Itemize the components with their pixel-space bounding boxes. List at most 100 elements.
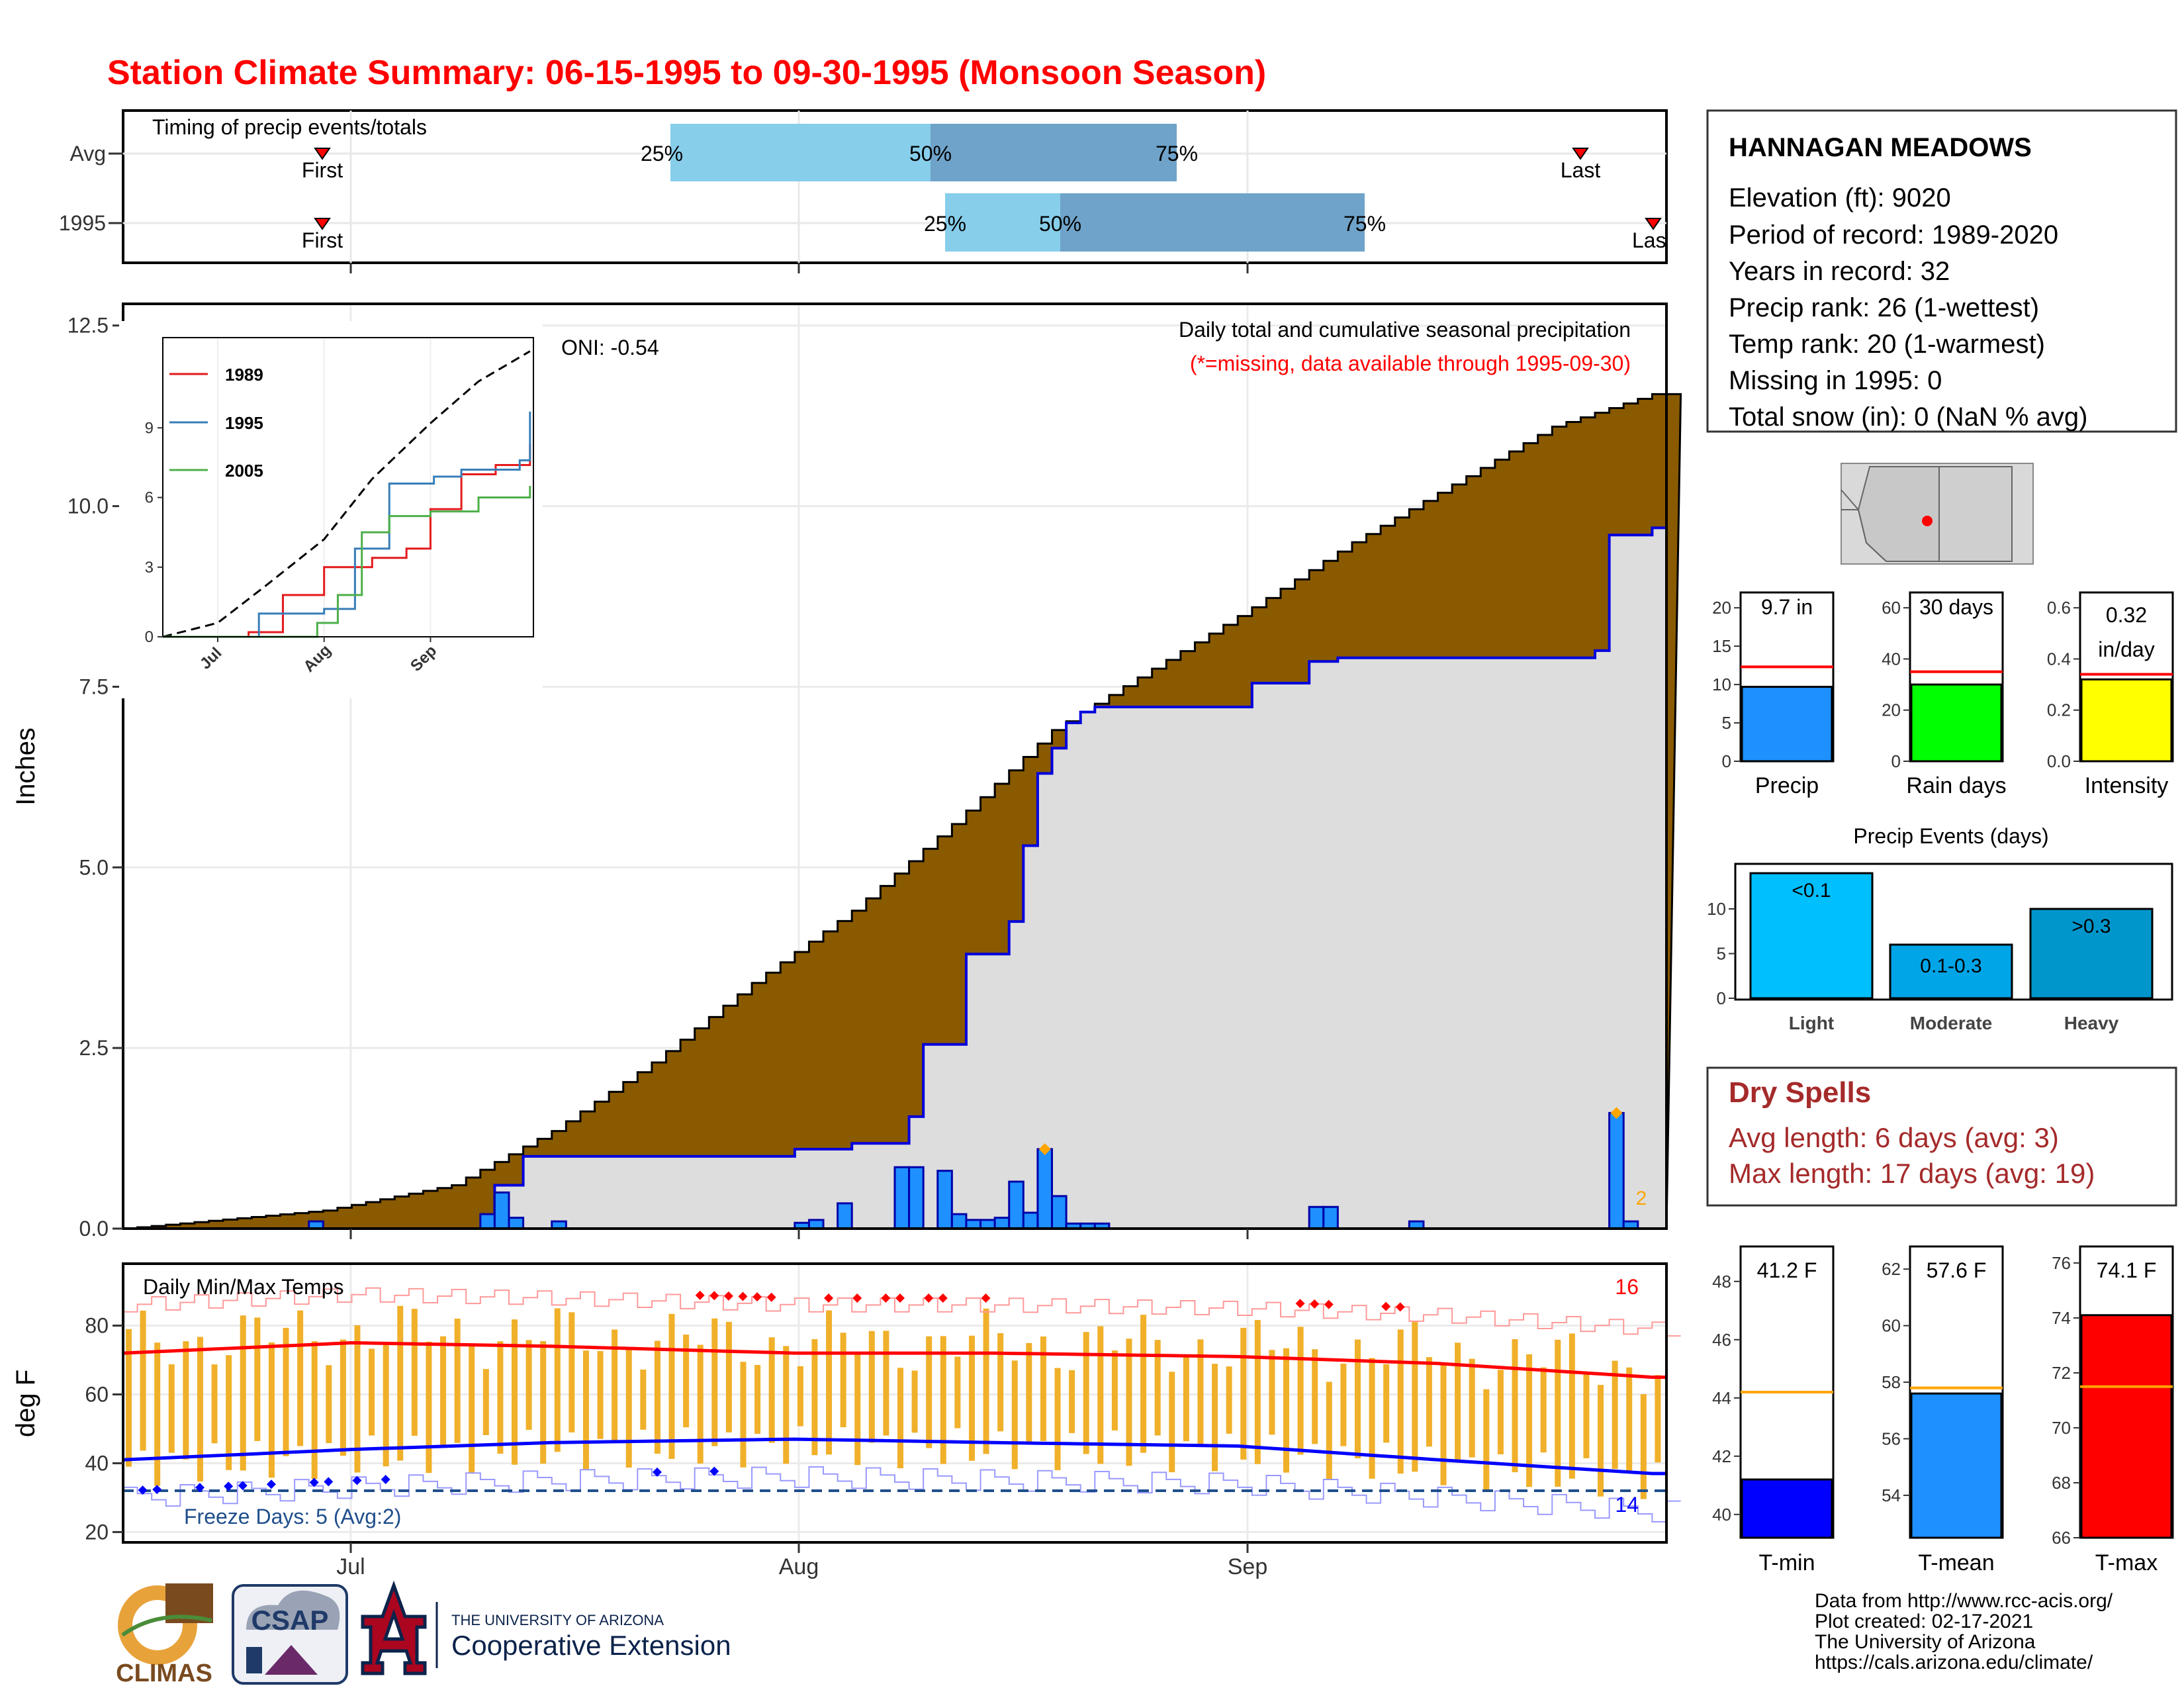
timing-1995-75-label: 75% (1343, 212, 1386, 236)
daily-precip-bar (1051, 1195, 1068, 1230)
daily-temp-bar (1497, 1370, 1504, 1454)
daily-temp-bar (725, 1321, 732, 1432)
station-temp-rank: Temp rank: 20 (1-warmest) (1729, 330, 2045, 359)
daily-temp-bar (254, 1317, 261, 1441)
credit-website: https://cals.arizona.edu/climate/ (1815, 1652, 2093, 1673)
credit-university: The University of Arizona (1815, 1631, 2036, 1653)
record-low-marker (324, 1477, 334, 1487)
season-chart-value-unit: in/day (2098, 637, 2154, 661)
season-chart-tick-label: 20 (1882, 700, 1901, 720)
daily-temp-bar (154, 1342, 161, 1486)
timing-1995-first-label: First (302, 228, 343, 252)
temp-summary-bar (1741, 1478, 1833, 1539)
daily-temp-bar (211, 1364, 218, 1444)
events-category-label: Light (1789, 1013, 1834, 1033)
temp-summary-tick-label: 76 (2052, 1253, 2071, 1273)
university-of-arizona-logo: THE UNIVERSITY OF ARIZONA Cooperative Ex… (361, 1580, 731, 1675)
temp-summary-t-mean: 54 56 58 60 62 57.6 F T-mean (1882, 1245, 2004, 1575)
inset-series-1989 (163, 444, 531, 638)
daily-temp-bar (1483, 1389, 1490, 1490)
season-chart-tick-label: 40 (1882, 649, 1901, 669)
events-tick-label: 10 (1707, 899, 1726, 919)
season-chart-bar (1741, 686, 1833, 763)
credits: Data from http://www.rcc-acis.org/ Plot … (1815, 1590, 2113, 1673)
timing-1995-first-marker (314, 218, 331, 230)
daily-temp-bar (1226, 1366, 1232, 1434)
daily-temp-bar (926, 1336, 933, 1448)
season-chart-tick-label: 10 (1712, 675, 1731, 694)
temp-plot (122, 1287, 1681, 1523)
daily-temp-bar (326, 1365, 332, 1443)
daily-temp-bar (1440, 1364, 1447, 1485)
season-chart-value: 9.7 in (1761, 595, 1813, 619)
inset-legend-2005: 2005 (225, 461, 263, 481)
daily-temp-bar (1526, 1354, 1533, 1487)
page-title: Station Climate Summary: 06-15-1995 to 0… (107, 54, 1266, 92)
x-axis-months: Jul Aug Sep (336, 263, 1267, 1579)
climas-logo-text: CLIMAS (116, 1660, 212, 1687)
record-high-marker (709, 1291, 719, 1301)
dry-spells-max: Max length: 17 days (avg: 19) (1729, 1158, 2095, 1189)
season-chart-bar (2080, 678, 2173, 763)
daily-temp-bar (768, 1337, 775, 1443)
daily-precip-bar (1608, 1111, 1625, 1230)
ua-line2: Cooperative Extension (451, 1630, 731, 1661)
temp-y-axis: 20 40 60 80 (85, 1314, 123, 1544)
events-bar (2029, 908, 2154, 1000)
daily-temp-bar (1183, 1354, 1189, 1442)
season-temp-charts: 40 42 44 46 48 41.2 F T-min 54 56 58 60 62 57.6 F T-m… (1712, 1245, 2174, 1575)
timing-avg-75-label: 75% (1156, 142, 1198, 165)
season-chart-tick-label: 0.0 (2047, 751, 2071, 771)
temp-summary-tick-label: 40 (1712, 1505, 1731, 1524)
temp-summary-label: T-max (2095, 1550, 2158, 1575)
events-bar-label: 0.1-0.3 (1920, 955, 1981, 977)
precip-subtitle: Daily total and cumulative seasonal prec… (1179, 318, 1631, 342)
daily-temp-bar (1297, 1327, 1304, 1455)
daily-temp-bar (426, 1341, 432, 1474)
new-mexico-outline (1938, 466, 2013, 562)
daily-temp-bar (1397, 1329, 1404, 1474)
record-low-marker (238, 1481, 248, 1491)
record-high-marker (895, 1293, 905, 1303)
temp-freeze-days: Freeze Days: 5 (Avg:2) (184, 1505, 401, 1528)
temp-summary-tick-label: 44 (1712, 1388, 1731, 1408)
daily-temp-bar (697, 1344, 704, 1464)
daily-temp-bar (1240, 1327, 1247, 1460)
daily-temp-bar (554, 1308, 561, 1452)
daily-temp-bar (1612, 1360, 1618, 1470)
precip-y-tick-label: 7.5 (79, 675, 109, 698)
daily-precip-bar (908, 1166, 925, 1230)
temp-record-low-count: 14 (1615, 1493, 1639, 1517)
station-missing: Missing in 1995: 0 (1729, 366, 1942, 395)
events-bar (1889, 943, 2013, 1000)
daily-temp-bar (197, 1336, 203, 1482)
daily-temp-bar (797, 1366, 803, 1427)
temp-summary-tick-label: 48 (1712, 1272, 1731, 1291)
temp-panel-frame (122, 1262, 1668, 1544)
temp-summary-tick-label: 42 (1712, 1446, 1731, 1466)
timing-title: Timing of precip events/totals (152, 115, 427, 139)
inset-series-avg (162, 350, 531, 638)
daily-temp-bar (569, 1312, 575, 1432)
daily-temp-bar (1512, 1339, 1518, 1473)
season-chart-tick-label: 0.4 (2047, 649, 2071, 669)
timing-1995-last-label: Las (1632, 228, 1666, 252)
daily-temp-bar (940, 1336, 946, 1464)
timing-1995-last-marker (1645, 218, 1662, 230)
season-chart-precip: 0 5 10 15 20 9.7 in Precip (1712, 591, 1835, 798)
daily-precip-bar (950, 1213, 968, 1230)
precip-panel: 0.0 2.5 5.0 7.5 10.0 12.5 Inches ONI: -0.54 D… (11, 303, 1682, 1241)
temp-summary-label: T-mean (1918, 1550, 1994, 1575)
temp-summary-t-min: 40 42 44 46 48 41.2 F T-min (1712, 1245, 1835, 1575)
record-low-marker (138, 1485, 148, 1495)
events-plot: 0 5 10 <0.1 Light 0.1-0.3 Moderate >0.3 Heavy (1707, 872, 2154, 1033)
record-low-marker (381, 1474, 390, 1484)
precip-y-tick-label: 12.5 (68, 314, 109, 338)
precip-y-tick-label: 5.0 (79, 855, 109, 879)
record-high-marker (723, 1291, 733, 1301)
credit-data-source: Data from http://www.rcc-acis.org/ (1815, 1590, 2113, 1612)
daily-temp-bar (612, 1329, 618, 1442)
daily-temp-bar (983, 1308, 989, 1454)
daily-temp-bar (754, 1364, 761, 1434)
